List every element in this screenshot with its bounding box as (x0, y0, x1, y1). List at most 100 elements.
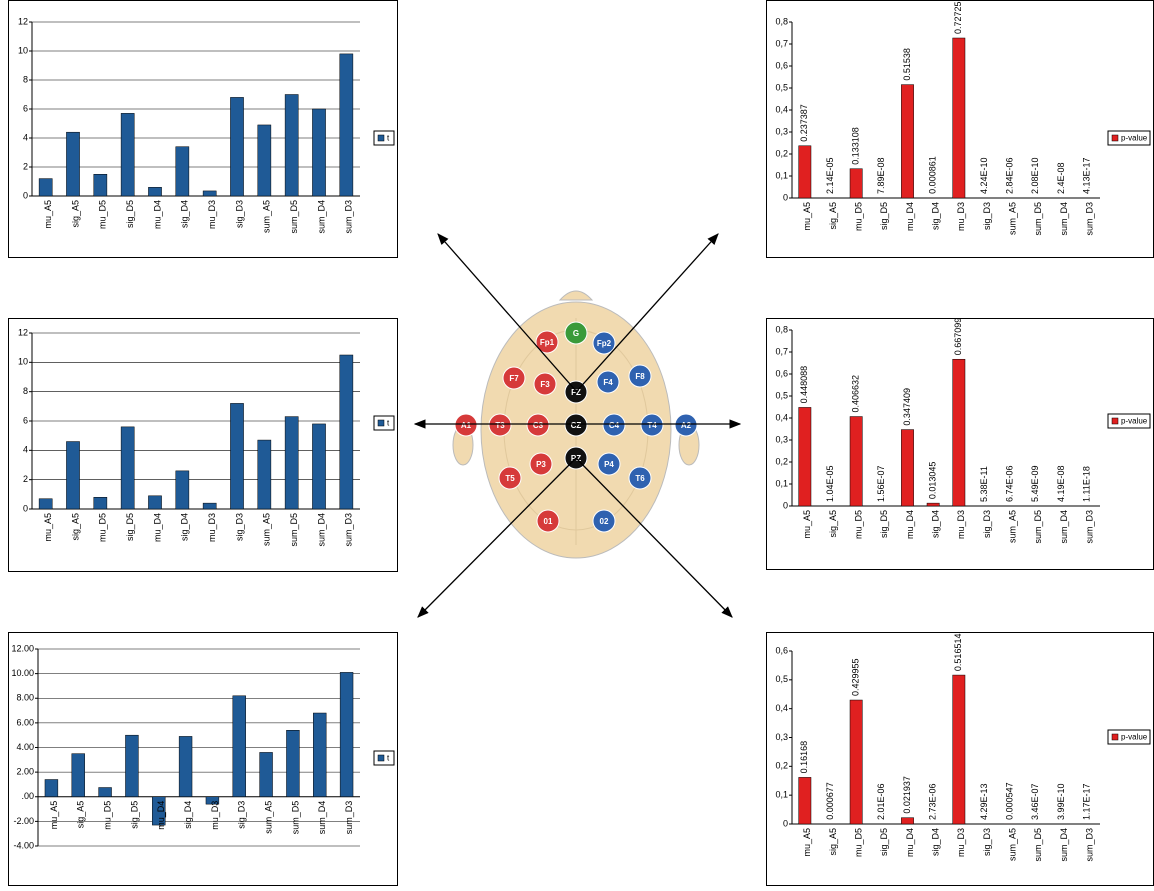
data-label: 0.72725 (953, 1, 963, 34)
legend-swatch (1112, 418, 1118, 424)
bar (850, 417, 862, 506)
y-tick-label: 8 (23, 386, 28, 396)
bar (94, 174, 107, 196)
y-tick-label: 0,7 (775, 38, 788, 48)
x-tick-label: sig_D5 (125, 200, 135, 228)
data-label: 0.16168 (799, 741, 809, 774)
y-tick-label: 4 (23, 132, 28, 142)
bar (258, 440, 271, 509)
y-tick-label: 0 (783, 192, 788, 202)
bar (340, 672, 353, 796)
data-label: 0.237387 (799, 104, 809, 142)
x-tick-label: sig_D5 (879, 510, 889, 538)
y-tick-label: 0,2 (775, 761, 788, 771)
x-tick-label: sig_D3 (982, 828, 992, 856)
x-tick-label: mu_A5 (43, 200, 53, 229)
x-tick-label: sum_D3 (344, 513, 354, 547)
x-tick-label: sig_D5 (125, 513, 135, 541)
x-tick-label: mu_A5 (49, 801, 59, 830)
bar (176, 471, 189, 509)
bar (850, 169, 862, 198)
electrode-label: T6 (635, 474, 645, 483)
legend-swatch (378, 420, 384, 426)
electrode-label: P4 (604, 460, 614, 469)
electrode-label: T5 (505, 474, 515, 483)
x-tick-label: sig_D3 (234, 200, 244, 228)
data-label: 4.19E-08 (1056, 465, 1066, 502)
x-tick-label: sum_A5 (263, 801, 273, 834)
y-tick-label: 2 (23, 474, 28, 484)
data-label: 4.29E-13 (979, 783, 989, 820)
x-tick-label: mu_D5 (854, 828, 864, 857)
y-tick-label: 10 (18, 357, 28, 367)
bar (148, 187, 161, 196)
x-tick-label: sig_A5 (70, 200, 80, 228)
y-tick-label: 10 (18, 45, 28, 55)
x-tick-label: sig_D4 (931, 202, 941, 230)
bar (953, 675, 965, 824)
x-tick-label: sig_D4 (931, 828, 941, 856)
y-tick-label: 0,1 (775, 790, 788, 800)
bar (901, 430, 913, 506)
data-label: 0.429955 (851, 658, 861, 696)
x-tick-label: mu_D4 (152, 513, 162, 542)
electrode-label: T4 (647, 421, 657, 430)
x-tick-label: mu_D5 (854, 510, 864, 539)
x-tick-label: mu_D5 (98, 513, 108, 542)
electrode-label: Fp2 (597, 339, 612, 348)
bar (340, 54, 353, 196)
data-label: 0.133108 (851, 127, 861, 165)
bar (233, 696, 246, 797)
legend-swatch (1112, 135, 1118, 141)
x-tick-label: sig_D5 (879, 202, 889, 230)
x-tick-label: sum_D5 (1033, 202, 1043, 236)
bar (179, 736, 192, 796)
data-label: 1.11E-18 (1082, 466, 1092, 502)
bar (285, 417, 298, 509)
x-tick-label: sig_A5 (828, 202, 838, 230)
y-tick-label: 12.00 (11, 643, 34, 653)
bar (66, 132, 79, 196)
bar (72, 754, 85, 797)
x-tick-label: sum_D4 (316, 200, 326, 234)
y-tick-label: 0 (23, 503, 28, 513)
y-tick-label: 0,3 (775, 434, 788, 444)
bar (99, 788, 112, 797)
data-label: 2.14E-05 (825, 157, 835, 194)
x-tick-label: mu_D4 (156, 801, 166, 830)
x-tick-label: sum_D4 (317, 801, 327, 835)
data-label: 6.74E-06 (1005, 465, 1015, 502)
x-tick-label: mu_A5 (802, 202, 812, 231)
x-tick-label: sum_D5 (1033, 510, 1043, 544)
y-tick-label: 0 (783, 818, 788, 828)
electrode-label: F4 (603, 378, 613, 387)
chart: -4.00-2.00.002.004.006.008.0010.0012.00t… (9, 633, 398, 886)
chart-frame (9, 1, 398, 258)
legend-label: p-value (1121, 417, 1148, 426)
bar (953, 359, 965, 506)
x-tick-label: mu_D3 (956, 202, 966, 231)
x-tick-label: mu_D4 (905, 828, 915, 857)
x-tick-label: mu_A5 (43, 513, 53, 542)
y-tick-label: 6 (23, 103, 28, 113)
bar (313, 713, 326, 797)
y-tick-label: 0,1 (775, 170, 788, 180)
bar (39, 499, 52, 509)
bar (799, 777, 811, 824)
bar (121, 113, 134, 196)
data-label: 1.17E-17 (1082, 783, 1092, 820)
chart-frame (9, 633, 398, 886)
data-label: 2.01E-06 (876, 783, 886, 820)
electrode-label: F8 (635, 372, 645, 381)
data-label: 0.516514 (953, 634, 963, 672)
x-tick-label: mu_A5 (802, 510, 812, 539)
electrode-label: 01 (544, 517, 553, 526)
bar (125, 735, 138, 797)
bar (258, 125, 271, 196)
x-tick-label: mu_A5 (802, 828, 812, 857)
data-label: 0.000861 (928, 156, 938, 194)
data-label: 0.347409 (902, 388, 912, 426)
y-tick-label: 8 (23, 74, 28, 84)
x-tick-label: sum_A5 (1008, 202, 1018, 235)
